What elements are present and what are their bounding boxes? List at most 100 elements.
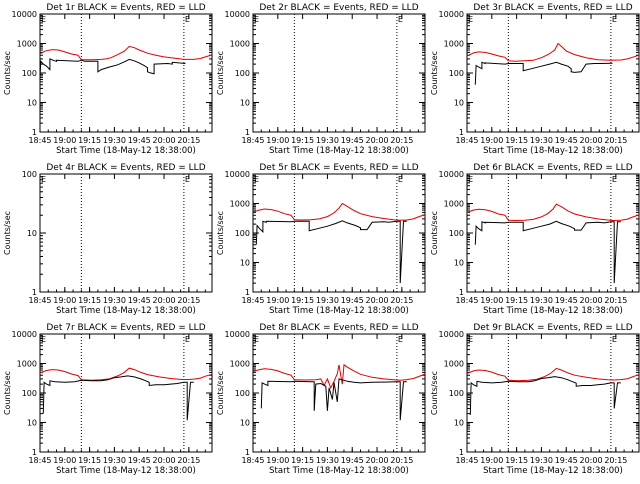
y-tick-label: 1 xyxy=(459,288,464,297)
lld-series-line xyxy=(466,42,640,62)
plot-frame xyxy=(39,13,213,133)
x-tick-label: 19:45 xyxy=(341,296,364,305)
x-tick-label: 18:45 xyxy=(28,456,51,465)
x-tick-label: 19:00 xyxy=(480,456,503,465)
y-tick-label: 1000 xyxy=(17,40,37,49)
plot-title: Det 3r BLACK = Events, RED = LLD xyxy=(473,3,632,13)
y-tick-label: 1000 xyxy=(230,360,250,369)
marker-label-right: E xyxy=(612,175,617,184)
x-tick-label: 19:15 xyxy=(505,136,528,145)
y-tick-label: 1 xyxy=(32,128,37,137)
x-tick-label: 20:00 xyxy=(153,136,176,145)
marker-label-left: E xyxy=(41,175,46,184)
events-series-line xyxy=(39,58,186,78)
y-tick-label: 10 xyxy=(240,419,250,428)
x-tick-label: 20:15 xyxy=(177,296,200,305)
y-tick-label: 100 xyxy=(235,229,250,238)
plot-title: Det 9r BLACK = Events, RED = LLD xyxy=(473,323,632,333)
plot-frame xyxy=(39,173,213,293)
y-axis-label: Counts/sec xyxy=(216,51,225,95)
x-tick-label: 20:00 xyxy=(366,456,389,465)
y-tick-label: 100 xyxy=(22,389,37,398)
plot-frame xyxy=(466,13,640,133)
x-tick-label: 19:30 xyxy=(316,296,339,305)
y-axis-label: Counts/sec xyxy=(430,211,439,255)
x-axis-label: Start Time (18-May-12 18:38:00) xyxy=(269,306,409,316)
y-tick-label: 10 xyxy=(240,99,250,108)
x-tick-label: 19:30 xyxy=(316,136,339,145)
x-tick-label: 19:30 xyxy=(103,136,126,145)
y-tick-label: 100 xyxy=(22,170,37,179)
x-tick-label: 19:15 xyxy=(505,296,528,305)
plot-title: Det 2r BLACK = Events, RED = LLD xyxy=(259,3,418,13)
x-tick-label: 20:00 xyxy=(580,456,603,465)
x-tick-label: 19:15 xyxy=(291,456,314,465)
x-tick-label: 19:45 xyxy=(555,296,578,305)
x-tick-label: 19:45 xyxy=(555,456,578,465)
x-tick-label: 20:00 xyxy=(580,296,603,305)
y-axis-label: Counts/sec xyxy=(3,211,12,255)
x-tick-label: 19:00 xyxy=(53,456,76,465)
y-tick-label: 10000 xyxy=(225,330,250,339)
x-tick-label: 19:30 xyxy=(103,456,126,465)
y-tick-label: 10 xyxy=(240,259,250,268)
x-tick-label: 19:45 xyxy=(128,136,151,145)
marker-label-right: E xyxy=(398,335,403,344)
detector-panel: Det 2r BLACK = Events, RED = LLD 18:45 19:… xyxy=(216,3,426,156)
x-tick-label: 20:15 xyxy=(604,136,627,145)
y-axis-label: Counts/sec xyxy=(430,51,439,95)
x-tick-label: 20:15 xyxy=(604,456,627,465)
events-series-line xyxy=(474,61,613,85)
y-tick-label: 1000 xyxy=(444,360,464,369)
x-tick-label: 20:15 xyxy=(390,136,413,145)
y-axis-label: Counts/sec xyxy=(3,371,12,415)
y-tick-label: 10000 xyxy=(12,10,37,19)
plot-title: Det 1r BLACK = Events, RED = LLD xyxy=(46,3,205,13)
marker-label-left: E xyxy=(468,335,473,344)
x-axis-label: Start Time (18-May-12 18:38:00) xyxy=(269,146,409,156)
y-tick-label: 1 xyxy=(245,448,250,457)
plot-frame xyxy=(252,333,426,453)
plot-title: Det 7r BLACK = Events, RED = LLD xyxy=(46,323,205,333)
lld-series-line xyxy=(39,45,213,61)
x-tick-label: 19:45 xyxy=(128,456,151,465)
x-tick-label: 19:15 xyxy=(291,296,314,305)
x-axis-label: Start Time (18-May-12 18:38:00) xyxy=(56,466,196,476)
events-series-line xyxy=(474,220,621,284)
y-tick-label: 10 xyxy=(27,99,37,108)
x-axis-label: Start Time (18-May-12 18:38:00) xyxy=(483,306,623,316)
x-axis-label: Start Time (18-May-12 18:38:00) xyxy=(483,466,623,476)
events-series-line xyxy=(260,378,407,421)
x-tick-label: 19:15 xyxy=(505,456,528,465)
y-tick-label: 100 xyxy=(235,69,250,78)
marker-label-left: E xyxy=(254,335,259,344)
y-tick-label: 1 xyxy=(32,288,37,297)
events-series-line xyxy=(42,375,194,421)
y-tick-label: 100 xyxy=(22,69,37,78)
y-tick-label: 100 xyxy=(235,389,250,398)
x-axis-label: Start Time (18-May-12 18:38:00) xyxy=(269,466,409,476)
plot-frame xyxy=(39,333,213,453)
marker-label-left: E xyxy=(254,15,259,24)
marker-label-left: E xyxy=(41,15,46,24)
x-axis-label: Start Time (18-May-12 18:38:00) xyxy=(56,146,196,156)
y-axis-label: Counts/sec xyxy=(216,371,225,415)
lld-series-line xyxy=(39,367,213,381)
x-tick-label: 19:00 xyxy=(480,296,503,305)
x-tick-label: 20:00 xyxy=(153,456,176,465)
x-tick-label: 18:45 xyxy=(241,136,264,145)
plot-frame xyxy=(466,333,640,453)
y-tick-label: 100 xyxy=(449,229,464,238)
x-axis-label: Start Time (18-May-12 18:38:00) xyxy=(483,146,623,156)
marker-label-left: E xyxy=(254,175,259,184)
x-tick-label: 20:00 xyxy=(366,296,389,305)
x-tick-label: 19:15 xyxy=(78,456,101,465)
events-series-line xyxy=(255,220,407,284)
y-tick-label: 10 xyxy=(27,229,37,238)
x-tick-label: 19:15 xyxy=(78,296,101,305)
y-tick-label: 100 xyxy=(449,69,464,78)
